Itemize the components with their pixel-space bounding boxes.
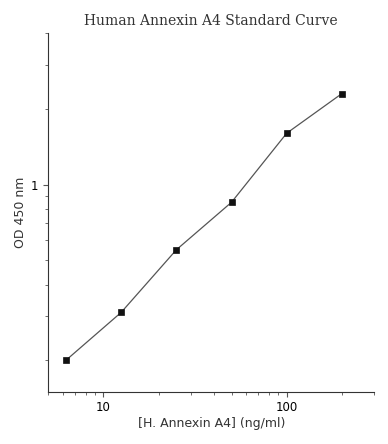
Y-axis label: OD 450 nm: OD 450 nm (14, 177, 27, 248)
Title: Human Annexin A4 Standard Curve: Human Annexin A4 Standard Curve (84, 14, 338, 28)
X-axis label: [H. Annexin A4] (ng/ml): [H. Annexin A4] (ng/ml) (137, 417, 285, 430)
